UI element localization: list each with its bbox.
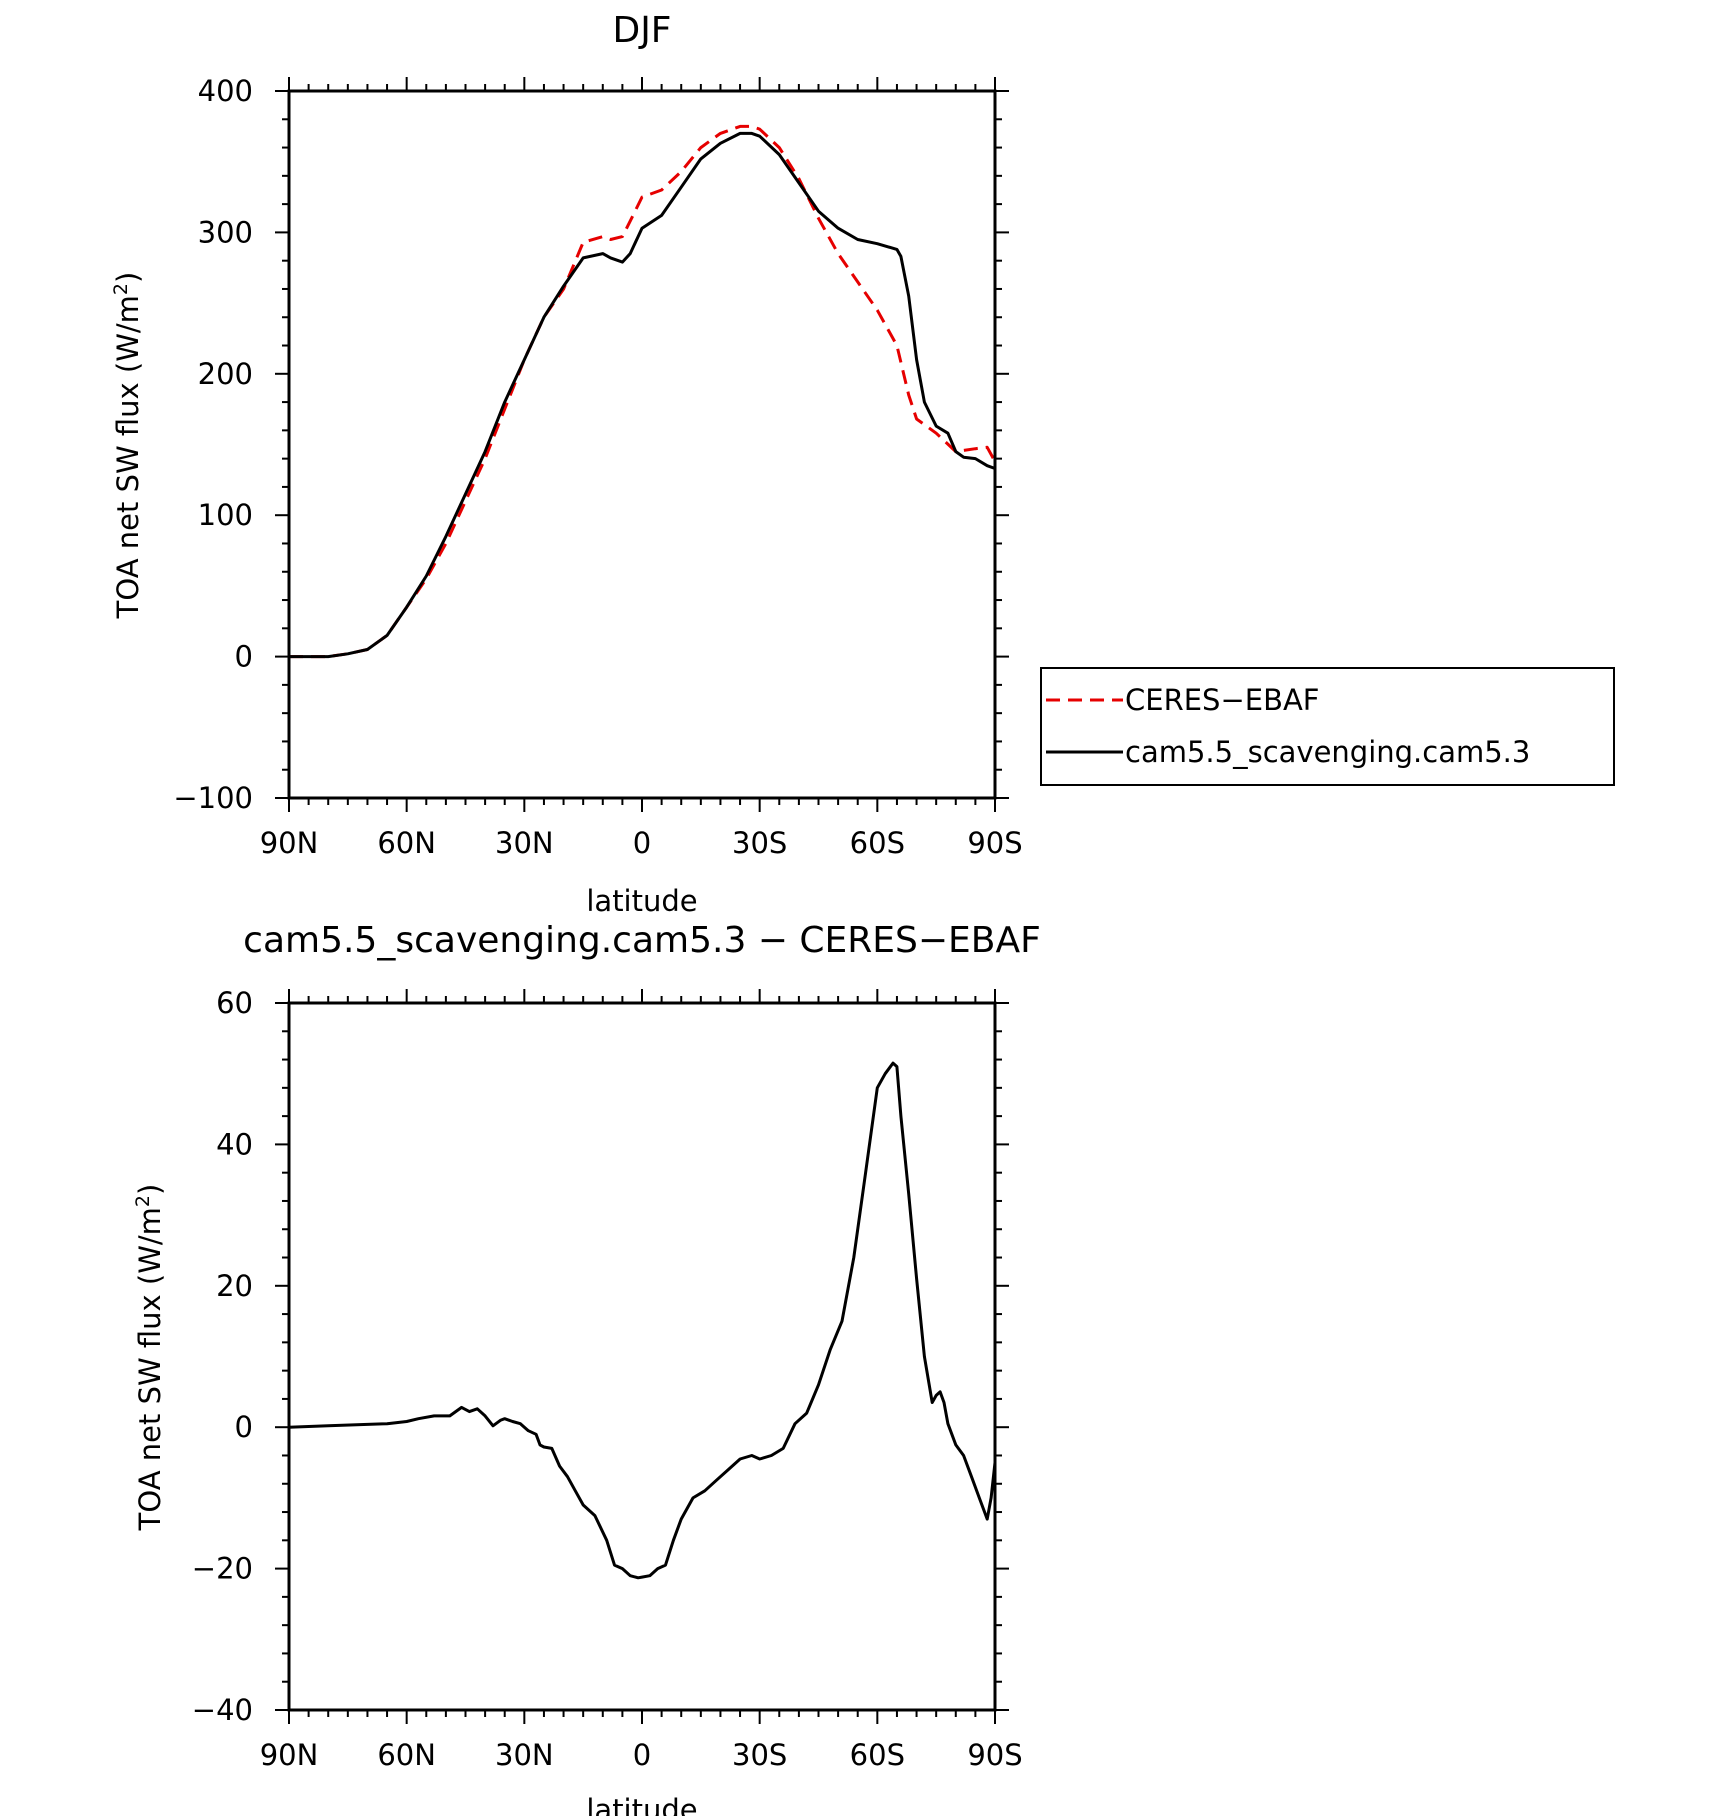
y-tick-label: 200 xyxy=(198,357,253,391)
series-line-ceres-ebaf xyxy=(289,124,997,659)
chart-title: DJF xyxy=(612,10,671,51)
y-axis-label: TOA net SW flux (W/m2) xyxy=(110,272,145,620)
legend: CERES−EBAF cam5.5_scavenging.cam5.3 xyxy=(1040,667,1615,786)
series-line-cam5-5-scavenging-cam5-3 xyxy=(289,131,996,659)
y-tick-label: 100 xyxy=(198,498,253,532)
y-tick-label: 40 xyxy=(216,1127,253,1161)
legend-label-cam: cam5.5_scavenging.cam5.3 xyxy=(1125,735,1530,769)
x-tick-label: 60S xyxy=(850,826,905,860)
x-axis-label: latitude xyxy=(586,1793,697,1816)
y-tick-label: −100 xyxy=(173,781,253,815)
legend-label-ceres: CERES−EBAF xyxy=(1125,683,1320,717)
x-tick-label: 30N xyxy=(495,1738,554,1772)
y-tick-label: 400 xyxy=(198,74,253,108)
x-tick-label: 30N xyxy=(495,826,554,860)
panel-bottom: cam5.5_scavenging.cam5.3 − CERES−EBAF 90… xyxy=(132,920,1041,1816)
x-tick-label: 90N xyxy=(260,1738,319,1772)
x-tick-label: 60N xyxy=(377,1738,436,1772)
plot-frame xyxy=(287,1001,997,1712)
x-tick-label: 0 xyxy=(633,826,651,860)
y-tick-label: −20 xyxy=(192,1552,253,1586)
y-tick-label: 0 xyxy=(235,640,253,674)
plot-frame xyxy=(287,89,997,800)
y-tick-label: −40 xyxy=(192,1693,253,1727)
x-axis-label: latitude xyxy=(586,884,697,918)
legend-box xyxy=(1040,667,1615,786)
x-tick-label: 90S xyxy=(967,1738,1022,1772)
series-line-difference xyxy=(288,1061,997,1580)
x-tick-label: 0 xyxy=(633,1738,651,1772)
x-tick-label: 60N xyxy=(377,826,436,860)
chart-title: cam5.5_scavenging.cam5.3 − CERES−EBAF xyxy=(243,920,1041,961)
x-tick-label: 90N xyxy=(260,826,319,860)
x-tick-label: 60S xyxy=(850,1738,905,1772)
y-tick-label: 20 xyxy=(216,1269,253,1303)
x-tick-label: 30S xyxy=(732,826,787,860)
x-tick-label: 30S xyxy=(732,1738,787,1772)
y-tick-label: 0 xyxy=(235,1410,253,1444)
panel-top: DJF 90N 60N 30N 0 30S 60S 90S −100 0 100 200 300 400… xyxy=(110,10,1023,918)
y-axis-label: TOA net SW flux (W/m2) xyxy=(132,1184,167,1532)
y-tick-label: 60 xyxy=(216,986,253,1020)
y-tick-label: 300 xyxy=(198,215,253,249)
x-tick-label: 90S xyxy=(967,826,1022,860)
